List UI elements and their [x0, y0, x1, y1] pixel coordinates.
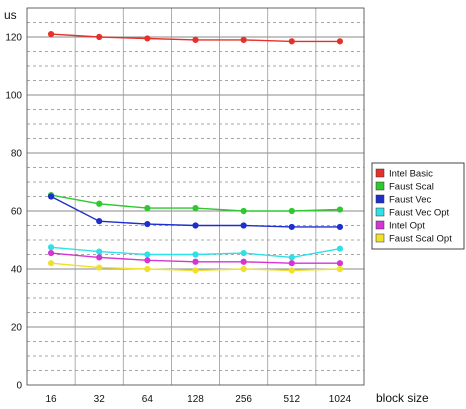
data-point — [192, 36, 199, 44]
y-tick-labels: 0 20 40 60 80 100 120 — [5, 33, 22, 392]
data-point — [96, 200, 103, 207]
data-point — [144, 205, 151, 212]
data-point — [288, 267, 295, 274]
series-3 — [47, 244, 344, 261]
x-tick-labels: 16 32 64 128 256 512 1024 — [46, 394, 352, 405]
x-tick-label: 64 — [142, 394, 154, 405]
series-2 — [47, 193, 344, 231]
data-point — [336, 38, 344, 45]
plot-frame — [26, 7, 365, 386]
data-point — [240, 249, 247, 257]
data-point — [96, 264, 103, 271]
data-point — [336, 245, 344, 252]
data-point — [240, 258, 247, 265]
y-tick-label: 20 — [11, 323, 23, 334]
legend-label: Intel Opt — [389, 221, 425, 232]
data-point — [47, 260, 55, 267]
data-point — [192, 222, 199, 229]
series-5 — [47, 260, 344, 274]
x-tick-label: 1024 — [329, 394, 352, 405]
x-tick-label: 512 — [283, 394, 300, 405]
axes: us block size — [4, 8, 429, 405]
data-point — [336, 265, 344, 273]
y-tick-label: 120 — [5, 33, 22, 44]
legend-box — [371, 162, 465, 250]
data-point — [336, 206, 344, 213]
data-point — [144, 265, 151, 273]
data-point — [288, 38, 295, 45]
x-tick-label: 32 — [94, 394, 106, 405]
data-point — [47, 249, 55, 257]
x-axis-label: block size — [376, 391, 429, 405]
data-point — [336, 223, 344, 231]
data-point — [288, 223, 295, 231]
data-point — [240, 207, 247, 215]
data-point — [336, 260, 344, 267]
grid — [26, 7, 365, 386]
data-point — [240, 265, 247, 273]
data-point — [144, 35, 151, 42]
series-0 — [47, 30, 344, 45]
series-4 — [47, 249, 344, 267]
legend-swatch — [375, 168, 385, 178]
data-point — [192, 251, 199, 258]
y-tick-label: 0 — [16, 381, 22, 392]
data-point — [96, 218, 103, 225]
legend-swatch — [375, 194, 385, 204]
legend-label: Faust Vec — [389, 195, 431, 206]
y-tick-label: 100 — [5, 91, 22, 102]
data-point — [47, 244, 55, 251]
data-point — [47, 193, 55, 200]
legend: Intel Basic Faust Scal Faust Vec Faust Vec … — [371, 162, 465, 250]
data-point — [192, 258, 199, 265]
legend-swatch — [375, 181, 385, 191]
x-tick-label: 16 — [46, 394, 58, 405]
y-tick-label: 40 — [11, 265, 23, 276]
data-point — [288, 260, 295, 267]
data-point — [144, 257, 151, 264]
data-point — [192, 267, 199, 274]
x-tick-label: 128 — [187, 394, 204, 405]
data-point — [144, 220, 151, 228]
legend-swatch — [375, 220, 385, 230]
data-point — [288, 254, 295, 261]
legend-swatch — [375, 233, 385, 243]
data-point — [96, 248, 103, 255]
legend-swatch — [375, 207, 385, 217]
legend-label: Intel Basic — [389, 169, 433, 180]
x-tick-label: 256 — [235, 394, 252, 405]
data-point — [240, 36, 247, 44]
legend-label: Faust Scal — [389, 182, 434, 193]
y-axis-label: us — [4, 8, 17, 22]
legend-label: Faust Vec Opt — [389, 208, 450, 219]
y-tick-label: 60 — [11, 207, 23, 218]
legend-label: Faust Scal Opt — [389, 234, 452, 245]
data-point — [240, 222, 247, 229]
series-lines — [47, 30, 344, 274]
data-point — [144, 251, 151, 258]
data-point — [47, 30, 55, 38]
data-point — [288, 207, 295, 215]
data-point — [96, 254, 103, 261]
data-point — [96, 33, 103, 41]
data-point — [192, 205, 199, 212]
y-tick-label: 80 — [11, 149, 23, 160]
